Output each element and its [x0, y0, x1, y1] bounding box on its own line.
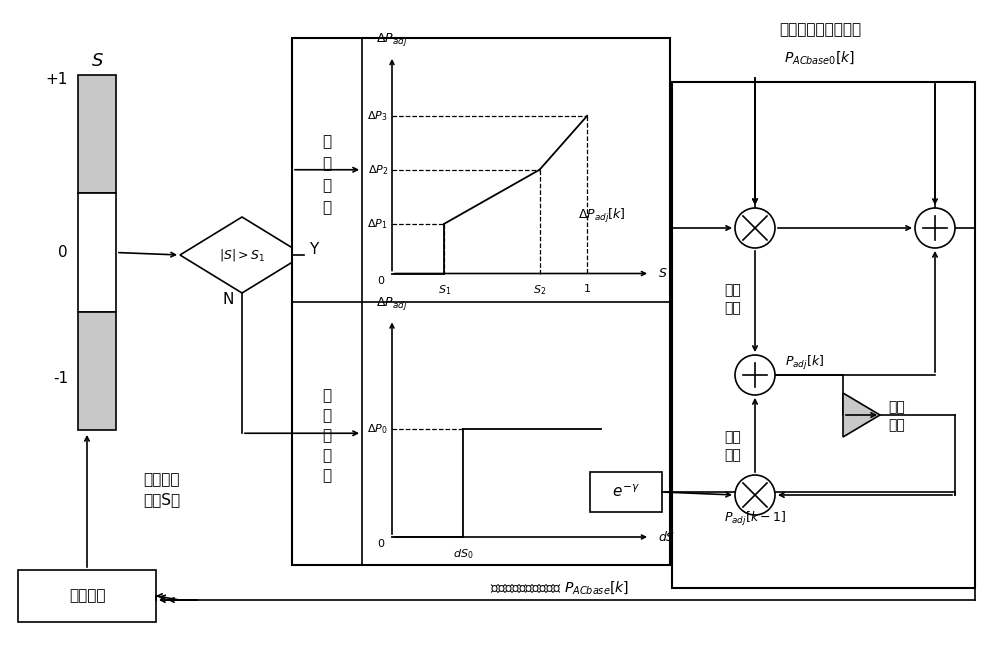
- Text: Y: Y: [309, 242, 318, 256]
- Text: 调: 调: [322, 448, 332, 463]
- Text: 空调集群: 空调集群: [69, 588, 105, 603]
- Text: 记忆: 记忆: [888, 400, 905, 414]
- Text: 节: 节: [322, 200, 332, 215]
- Text: $\Delta P_0$: $\Delta P_0$: [367, 422, 388, 436]
- Text: 衰减: 衰减: [725, 430, 741, 444]
- Bar: [18, 570, 156, 622]
- Text: $dS$: $dS$: [658, 530, 675, 544]
- Circle shape: [915, 208, 955, 248]
- Text: 节: 节: [322, 468, 332, 482]
- Circle shape: [735, 208, 775, 248]
- Text: $|S|>S_1$: $|S|>S_1$: [219, 247, 265, 263]
- Text: 调: 调: [322, 178, 332, 193]
- Text: $S_2$: $S_2$: [533, 284, 546, 297]
- Text: 例: 例: [322, 156, 332, 171]
- Text: $\Delta P_{adj}[k]$: $\Delta P_{adj}[k]$: [578, 207, 626, 225]
- Text: 0: 0: [58, 245, 68, 260]
- Text: 计算空调: 计算空调: [144, 472, 180, 488]
- Bar: [292, 38, 670, 565]
- Text: $S$: $S$: [658, 267, 668, 280]
- Text: N: N: [222, 291, 234, 307]
- Text: $\Delta P_{adj}$: $\Delta P_{adj}$: [376, 295, 408, 311]
- Text: $\Delta P_3$: $\Delta P_3$: [367, 109, 388, 123]
- Text: 元件: 元件: [888, 418, 905, 432]
- Text: 比例: 比例: [725, 283, 741, 297]
- Polygon shape: [843, 393, 880, 437]
- Text: -1: -1: [53, 371, 68, 386]
- Bar: [78, 75, 116, 193]
- Text: $P_{ACbase0}[k]$: $P_{ACbase0}[k]$: [784, 50, 856, 66]
- Text: 化: 化: [322, 408, 332, 423]
- Bar: [78, 311, 116, 430]
- Text: 集群S值: 集群S值: [143, 493, 181, 507]
- Text: $S_1$: $S_1$: [438, 284, 451, 297]
- Circle shape: [735, 355, 775, 395]
- Text: $\Delta P_2$: $\Delta P_2$: [368, 163, 388, 176]
- Circle shape: [735, 475, 775, 515]
- Text: 0: 0: [377, 539, 384, 549]
- Text: $S$: $S$: [91, 52, 103, 70]
- Bar: [672, 82, 975, 588]
- Polygon shape: [180, 217, 304, 293]
- Text: 分量: 分量: [725, 301, 741, 315]
- Bar: [590, 472, 662, 512]
- Text: 空调基准负荷估计值: 空调基准负荷估计值: [779, 23, 861, 38]
- Text: 比: 比: [322, 134, 332, 149]
- Text: 变: 变: [322, 388, 332, 403]
- Text: 分量: 分量: [725, 448, 741, 462]
- Text: +1: +1: [46, 72, 68, 87]
- Text: $dS_0$: $dS_0$: [453, 547, 474, 561]
- Text: 1: 1: [584, 284, 591, 293]
- Text: $\Delta P_1$: $\Delta P_1$: [367, 217, 388, 231]
- Text: $P_{adj}[k-1]$: $P_{adj}[k-1]$: [724, 510, 786, 528]
- Text: 率: 率: [322, 427, 332, 443]
- Text: 修正后的空调基准负荷 $P_{ACbase}[k]$: 修正后的空调基准负荷 $P_{ACbase}[k]$: [490, 580, 630, 597]
- Bar: [78, 193, 116, 311]
- Text: 0: 0: [377, 276, 384, 285]
- Text: $e^{-\gamma}$: $e^{-\gamma}$: [612, 484, 640, 501]
- Text: $P_{adj}[k]$: $P_{adj}[k]$: [785, 354, 824, 372]
- Text: $\Delta P_{adj}$: $\Delta P_{adj}$: [376, 31, 408, 48]
